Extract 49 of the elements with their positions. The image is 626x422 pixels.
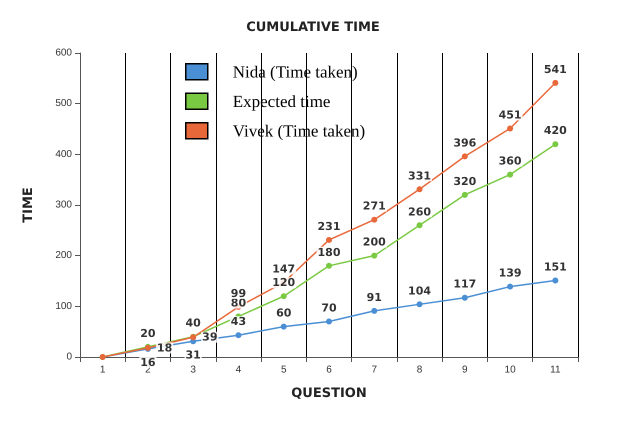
data-label: 43 [230,315,246,328]
x-tick-label: 9 [462,364,468,376]
y-tick-label: 100 [55,300,72,312]
data-label: 420 [544,124,568,138]
data-label: 151 [544,260,567,274]
y-tick-label: 500 [55,98,72,110]
x-axis-title: QUESTION [291,386,367,401]
data-label: 360 [498,154,522,168]
y-tick-label: 0 [66,352,72,362]
y-tick-label: 300 [55,200,72,210]
y-tick-label: 400 [55,148,72,160]
data-label: 60 [276,306,292,320]
y-tick-label: 600 [55,48,72,58]
data-label: 80 [230,296,246,310]
data-label: 320 [453,174,477,188]
data-label: 70 [321,302,337,315]
data-label: 18 [156,341,172,354]
y-axis-title: TIME [21,187,36,223]
x-tick-label: 2 [145,364,152,376]
x-tick-label: 6 [326,364,332,376]
data-label: 91 [366,290,382,304]
data-label: 200 [362,236,386,249]
data-label: 180 [318,246,341,259]
x-tick-label: 5 [280,364,287,376]
data-label: 104 [408,284,432,298]
data-label: 99 [230,286,246,300]
data-label: 541 [544,62,567,76]
data-label: 451 [498,108,522,122]
data-label: 31 [186,348,201,362]
data-label: 396 [453,136,477,150]
data-label: 117 [453,278,476,291]
data-label: 260 [408,205,432,218]
y-tick-label: 200 [55,250,72,262]
x-tick-label: 1 [100,364,106,376]
data-label: 271 [362,200,386,213]
x-tick-label: 3 [190,364,196,376]
data-label: 20 [140,326,156,340]
x-tick-label: 11 [550,364,561,376]
data-label: 231 [318,220,340,233]
data-label: 139 [498,266,522,280]
data-label: 39 [202,330,218,344]
data-label: 331 [408,169,432,182]
x-tick-label: 4 [236,364,242,376]
x-tick-label: 10 [504,364,516,376]
x-tick-label: 7 [371,364,378,376]
x-tick-label: 8 [416,364,423,376]
chart-title: CUMULATIVE TIME [246,20,380,35]
data-label: 147 [272,262,296,276]
data-label: 40 [186,316,202,330]
